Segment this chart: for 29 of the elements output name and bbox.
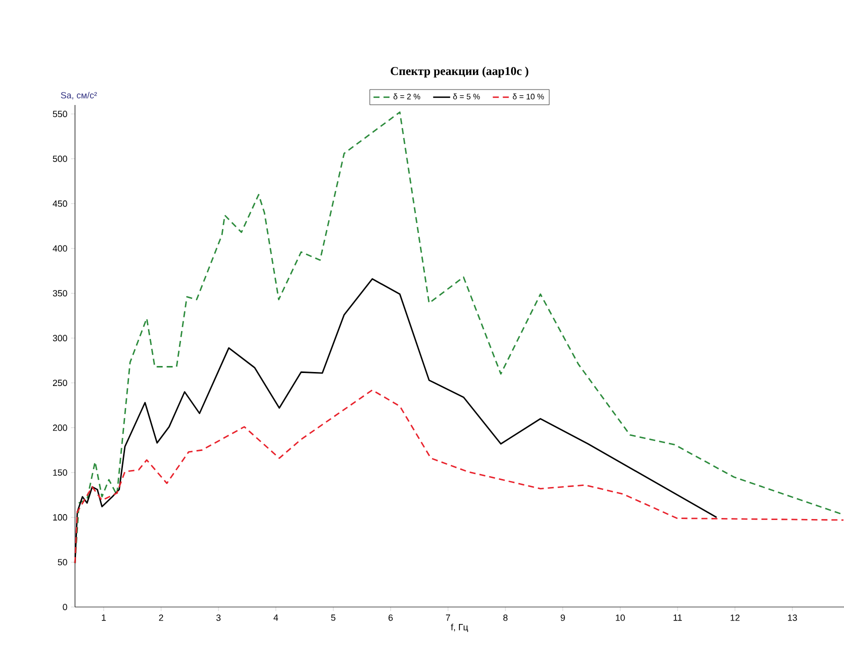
x-tick-label: 1 <box>102 614 106 621</box>
y-tick-label: 400 <box>52 245 68 252</box>
line-series <box>74 389 844 564</box>
y-axis-title: Sa, см/с² <box>60 92 97 100</box>
y-tick-label: 450 <box>52 200 68 207</box>
y-tick-label: 200 <box>52 424 68 431</box>
y-tick-label: 150 <box>53 469 68 476</box>
x-tick-label: 11 <box>674 614 682 621</box>
x-tick-label: 9 <box>560 614 565 621</box>
y-tick-label: 300 <box>52 334 68 342</box>
x-tick-label: 2 <box>159 614 164 621</box>
x-tick-label: 8 <box>503 614 508 621</box>
y-tick-label: 500 <box>52 156 68 162</box>
x-tick-label: 7 <box>446 614 450 621</box>
x-tick-label: 6 <box>388 614 393 621</box>
y-tick-label: 250 <box>52 380 68 386</box>
y-tick-label: 550 <box>52 110 68 118</box>
x-tick-label: 3 <box>216 614 221 621</box>
x-tick-label: 13 <box>788 614 797 621</box>
x-tick-label: 4 <box>274 614 278 621</box>
y-tick-label: 350 <box>52 290 68 296</box>
y-tick-label: 50 <box>58 559 68 566</box>
chart-title: Спектр реакции (аар10с ) <box>390 66 528 78</box>
x-tick-label: 12 <box>730 614 740 621</box>
y-tick-label: 0 <box>62 604 68 610</box>
x-tick-label: 10 <box>616 614 625 621</box>
y-tick-label: 100 <box>53 514 68 521</box>
x-axis-title: f, Гц <box>450 624 468 632</box>
x-tick-label: 5 <box>331 614 336 621</box>
